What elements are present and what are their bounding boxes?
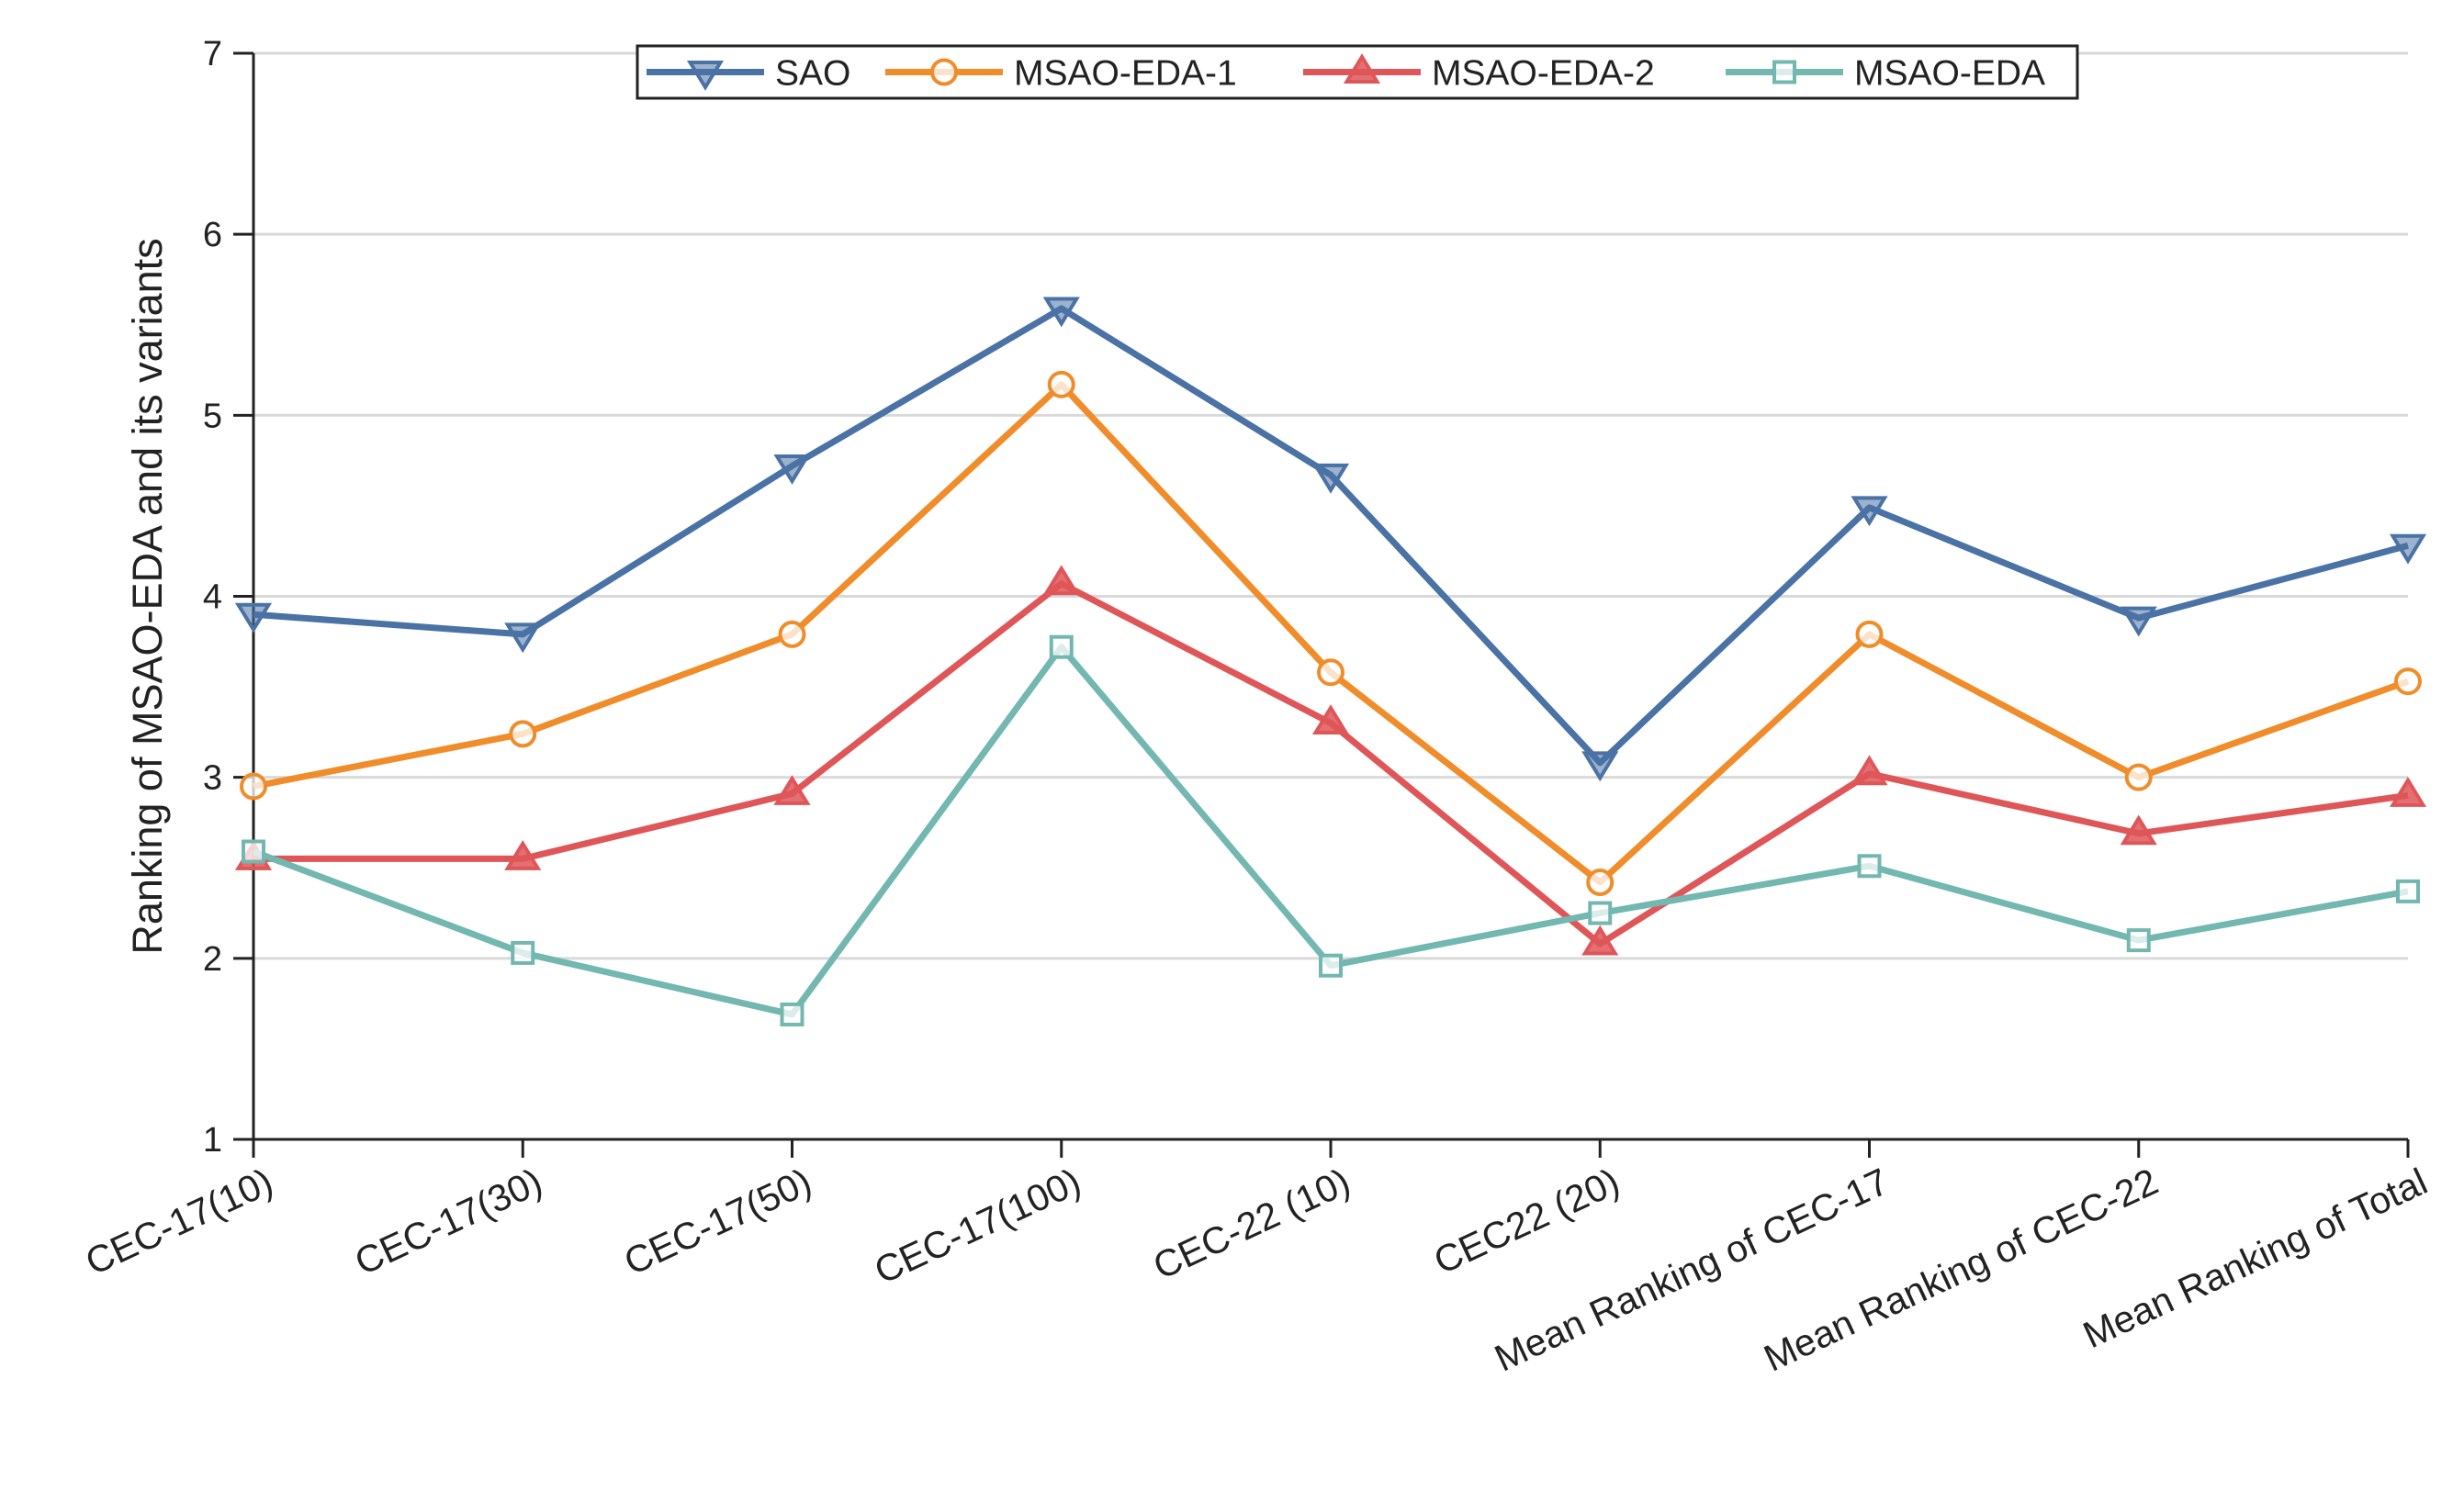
data-point-msao-eda [242, 839, 265, 864]
data-point-msao-eda [1588, 901, 1613, 925]
series-msao-eda [242, 634, 2420, 1026]
legend-item-sao: SAO [647, 54, 850, 94]
legend-marker [686, 61, 725, 91]
y-tick-label: 1 [203, 1121, 222, 1160]
y-tick-label: 6 [203, 216, 222, 254]
data-point-sao [234, 602, 273, 633]
data-point-msao-eda-1 [1586, 869, 1615, 897]
legend-label: SAO [775, 54, 850, 94]
data-point-msao-eda [2126, 928, 2151, 953]
x-tick-label: CEC-17(100) [868, 1160, 1086, 1292]
y-tick-label: 7 [203, 35, 222, 73]
data-point-msao-eda-1 [2394, 667, 2422, 696]
series-line-sao [253, 305, 2409, 767]
legend-label: MSAO-EDA-1 [1014, 54, 1237, 94]
series-sao [234, 297, 2427, 782]
x-tick-label: CEC-17(10) [79, 1160, 279, 1283]
y-tick-label: 2 [203, 940, 222, 979]
data-point-msao-eda-2 [1581, 925, 1619, 956]
data-point-msao-eda-2 [504, 840, 542, 870]
data-point-sao [504, 622, 542, 654]
series-msao-eda-1 [240, 370, 2422, 897]
data-point-msao-eda-2 [1311, 704, 1350, 735]
data-point-msao-eda [1319, 953, 1343, 978]
legend-label: MSAO-EDA [1854, 54, 2045, 94]
data-point-msao-eda-2 [2389, 777, 2427, 807]
data-point-msao-eda [511, 940, 535, 965]
series-line-msao-eda-1 [253, 381, 2410, 886]
data-point-sao [1581, 751, 1619, 782]
series-msao-eda-2 [234, 565, 2427, 956]
y-tick-label: 4 [203, 578, 222, 617]
legend: SAO MSAO-EDA-1 MSAO-EDA-2 MSAO-EDA [636, 44, 2079, 100]
series-group [234, 297, 2427, 1026]
data-point-sao [1042, 297, 1080, 328]
x-tick-label: CEC-17(50) [618, 1160, 818, 1283]
legend-marker [1343, 53, 1381, 84]
y-tick-label: 3 [203, 759, 222, 798]
legend-item-msao-eda-2: MSAO-EDA-2 [1303, 53, 1655, 94]
data-point-msao-eda-1 [509, 720, 537, 748]
y-tick-label: 5 [203, 397, 222, 435]
data-point-msao-eda [2396, 879, 2420, 903]
legend-item-msao-eda: MSAO-EDA [1726, 54, 2045, 94]
x-tick-label: CEC-17(30) [348, 1160, 548, 1283]
legend-marker [1772, 60, 1796, 84]
data-point-msao-eda-2 [773, 775, 811, 805]
legend-marker [930, 58, 958, 86]
data-point-sao [1311, 463, 1350, 494]
data-point-msao-eda [1049, 634, 1074, 659]
data-point-msao-eda-1 [240, 772, 267, 801]
x-tick-label: CEC-22 (10) [1147, 1160, 1356, 1287]
x-tick-label: CEC22 (20) [1427, 1160, 1626, 1282]
data-point-msao-eda [1857, 854, 1882, 879]
data-point-sao [773, 454, 811, 485]
data-point-msao-eda-2 [2120, 814, 2157, 846]
legend-item-msao-eda-1: MSAO-EDA-1 [885, 54, 1237, 94]
y-axis-title: Ranking of MSAO-EDA and its variants [124, 238, 171, 954]
legend-label: MSAO-EDA-2 [1432, 54, 1655, 94]
data-point-msao-eda-2 [1042, 565, 1080, 596]
data-point-sao [1851, 496, 1888, 527]
data-point-msao-eda-1 [778, 620, 806, 648]
data-point-msao-eda-1 [1855, 620, 1884, 648]
data-point-msao-eda-2 [1851, 755, 1888, 786]
data-point-msao-eda-1 [2124, 763, 2153, 791]
data-point-msao-eda [780, 1002, 804, 1026]
data-point-msao-eda-1 [1317, 658, 1345, 687]
axes: 1 2 3 4 5 6 7 Ranking of MSAO-EDA and its varia… [79, 35, 2434, 1380]
data-point-sao [2120, 606, 2157, 637]
series-line-msao-eda-2 [253, 580, 2409, 947]
data-point-sao [2389, 533, 2427, 565]
data-point-msao-eda-1 [1047, 370, 1075, 398]
